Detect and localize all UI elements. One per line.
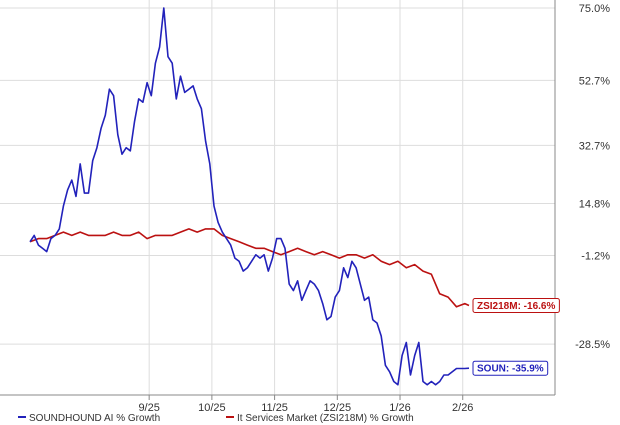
end-label-text: SOUN: -35.9% xyxy=(477,364,544,375)
y-tick-label: 75.0% xyxy=(579,3,610,15)
end-labels: SOUN: -35.9% ZSI218M: -16.6% xyxy=(472,298,560,376)
y-tick-label: 14.8% xyxy=(579,199,610,211)
legend-item-1: It Services Market (ZSI218M) % Growth xyxy=(226,413,414,424)
x-tick-label: 1/26 xyxy=(389,402,410,414)
end-label-text: ZSI218M: -16.6% xyxy=(477,301,555,312)
y-tick-label: -28.5% xyxy=(575,339,610,351)
x-tick-label: 11/25 xyxy=(261,402,288,414)
legend-label: SOUNDHOUND AI % Growth xyxy=(29,413,160,424)
series-line-1 xyxy=(29,228,470,308)
y-tick-label: 52.7% xyxy=(579,75,610,87)
legend-item-0: SOUNDHOUND AI % Growth xyxy=(18,413,160,424)
y-tick-label: -1.2% xyxy=(581,250,610,262)
end-label-0: SOUN: -35.9% xyxy=(472,360,549,376)
end-label-box xyxy=(472,298,560,314)
y-axis-ticks: 75.0% 52.7% 32.7% 14.8% -1.2% -28.5% xyxy=(575,3,610,351)
x-axis-ticks: 9/25 10/25 11/25 12/25 1/26 2/26 xyxy=(138,395,473,414)
x-tick-label: 10/25 xyxy=(198,402,226,414)
grid xyxy=(0,0,555,395)
y-tick-label: 32.7% xyxy=(579,140,610,152)
x-tick-label: 9/25 xyxy=(138,402,159,414)
end-label-box xyxy=(472,360,549,376)
end-label-1: ZSI218M: -16.6% xyxy=(472,298,560,314)
series-line-0 xyxy=(29,7,470,386)
x-tick-label: 2/26 xyxy=(452,402,473,414)
legend: SOUNDHOUND AI % Growth It Services Market… xyxy=(18,413,414,424)
x-tick-label: 12/25 xyxy=(324,402,352,414)
series-lines xyxy=(29,7,470,386)
legend-label: It Services Market (ZSI218M) % Growth xyxy=(237,413,414,424)
